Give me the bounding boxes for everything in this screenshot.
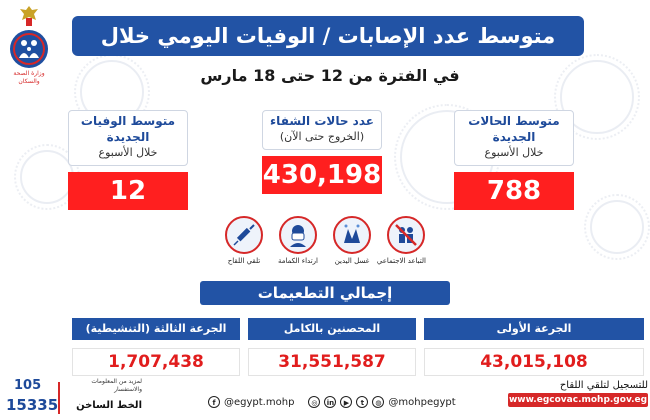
stat-recoveries: عدد حالات الشفاء (الخروج حتى الآن) 430,1…: [262, 110, 382, 194]
precaution-caption: تلقي اللقاح: [227, 257, 261, 265]
precaution-mask: ارتداء الكمامة: [278, 216, 318, 265]
vaccination-value: 43,015,108: [424, 348, 644, 376]
hotline-number-short: 105: [14, 378, 42, 393]
precaution-distancing: التباعد الاجتماعي: [376, 216, 426, 265]
vaccination-value: 31,551,587: [248, 348, 416, 376]
hotline-divider: [58, 382, 60, 414]
date-range: في الفترة من 12 حتى 18 مارس: [200, 66, 460, 85]
linkedin-icon[interactable]: in: [324, 396, 337, 408]
registration: للتسجيل لتلقي اللقاح www.egcovac.mohp.go…: [508, 380, 648, 407]
stat-value: 788: [454, 172, 574, 210]
instagram-icon[interactable]: ◎: [308, 396, 321, 408]
facebook-handle[interactable]: @egypt.mohp: [224, 396, 295, 408]
virus-decoration: [584, 194, 650, 260]
stat-value: 12: [68, 172, 188, 210]
precaution-caption: ارتداء الكمامة: [277, 257, 318, 265]
vaccination-label: المحصنين بالكامل: [248, 318, 416, 340]
precaution-vaccine: تلقي اللقاح: [224, 216, 264, 265]
hotline-label: الخط الساخن: [76, 400, 142, 411]
precaution-caption: التباعد الاجتماعي: [376, 257, 426, 265]
stat-subtitle: خلال الأسبوع: [484, 146, 544, 159]
stat-subtitle: خلال الأسبوع: [98, 146, 158, 159]
hotline: 105 15335 لمزيد من المعلومات والاستفسار …: [6, 378, 142, 418]
no-crowd-icon: [395, 224, 417, 246]
facebook-icon[interactable]: f: [208, 396, 220, 408]
precaution-caption: غسل اليدين: [334, 257, 370, 265]
stat-label: متوسط الحالات الجديدة خلال الأسبوع: [454, 110, 574, 166]
virus-decoration: [14, 144, 80, 210]
stat-label: متوسط الوفيات الجديدة خلال الأسبوع: [68, 110, 188, 166]
stat-new-cases: متوسط الحالات الجديدة خلال الأسبوع 788: [454, 110, 574, 210]
ministry-logo: وزارة الصحة والسكان: [6, 4, 52, 92]
registration-url[interactable]: www.egcovac.mohp.gov.eg: [508, 393, 648, 407]
virus-decoration: [554, 54, 640, 140]
vaccination-label: الجرعة الثالثة (التنشيطية): [72, 318, 240, 340]
stat-title: متوسط الحالات الجديدة: [468, 114, 560, 144]
ministry-name: وزارة الصحة والسكان: [13, 70, 45, 85]
family-icon: [10, 30, 48, 68]
social-links: f @egypt.mohp ◎ in ▶ t ◍ @mohpegypt: [208, 394, 456, 410]
vaccination-label: الجرعة الأولى: [424, 318, 644, 340]
syringe-icon: [233, 224, 255, 246]
hotline-number: 15335: [6, 396, 59, 414]
youtube-icon[interactable]: ▶: [340, 396, 353, 408]
stat-label: عدد حالات الشفاء (الخروج حتى الآن): [262, 110, 382, 150]
eagle-icon: [20, 6, 38, 26]
stat-subtitle: (الخروج حتى الآن): [279, 130, 365, 143]
social-handle[interactable]: @mohpegypt: [388, 396, 456, 408]
registration-text: للتسجيل لتلقي اللقاح: [559, 380, 648, 391]
vaccinations-title: إجمالي التطعيمات: [200, 281, 450, 305]
stat-title: متوسط الوفيات الجديدة: [80, 114, 176, 144]
hotline-info: لمزيد من المعلومات والاستفسار: [91, 378, 142, 393]
stat-new-deaths: متوسط الوفيات الجديدة خلال الأسبوع 12: [68, 110, 188, 210]
mask-icon: [290, 225, 306, 247]
vaccination-fully: المحصنين بالكامل 31,551,587: [248, 318, 416, 376]
vaccination-first-dose: الجرعة الأولى 43,015,108: [424, 318, 644, 376]
hand-wash-icon: [344, 224, 360, 243]
globe-icon[interactable]: ◍: [372, 396, 385, 408]
page-title: متوسط عدد الإصابات / الوفيات اليومي خلال…: [72, 16, 584, 88]
stat-title: عدد حالات الشفاء: [270, 114, 374, 128]
stat-value: 430,198: [262, 156, 382, 194]
vaccination-booster: الجرعة الثالثة (التنشيطية) 1,707,438: [72, 318, 240, 376]
precaution-handwash: غسل اليدين: [332, 216, 372, 265]
twitter-icon[interactable]: t: [356, 396, 369, 408]
vaccination-value: 1,707,438: [72, 348, 240, 376]
